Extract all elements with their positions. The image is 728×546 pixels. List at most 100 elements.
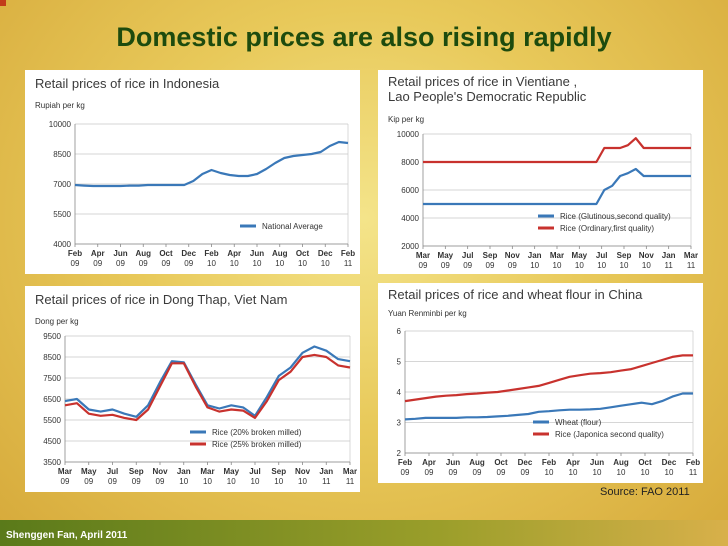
chart-vietnam: Retail prices of rice in Dong Thap, Viet… bbox=[35, 292, 357, 486]
x-tick-year: 09 bbox=[441, 261, 450, 270]
x-tick-year: 09 bbox=[425, 468, 434, 477]
chart-laos: Retail prices of rice in Vientiane ,Lao … bbox=[388, 74, 698, 270]
x-tick-month: Jul bbox=[462, 251, 474, 260]
x-tick-month: Mar bbox=[550, 251, 564, 260]
x-tick-month: Mar bbox=[58, 467, 72, 476]
y-tick-label: 5500 bbox=[43, 416, 61, 425]
series-line-2 bbox=[423, 137, 691, 164]
series-line-2 bbox=[404, 354, 693, 403]
x-tick-year: 10 bbox=[275, 259, 284, 268]
y-tick-label: 3500 bbox=[43, 458, 61, 467]
chart-panel-china: Retail prices of rice and wheat flour in… bbox=[378, 283, 703, 483]
legend-label: Rice (Japonica second quality) bbox=[555, 430, 664, 439]
x-tick-year: 11 bbox=[322, 477, 331, 486]
x-tick-month: Mar bbox=[416, 251, 430, 260]
x-tick-year: 11 bbox=[665, 261, 674, 270]
x-tick-year: 09 bbox=[508, 261, 517, 270]
x-tick-year: 09 bbox=[497, 468, 506, 477]
x-tick-month: Oct bbox=[296, 249, 310, 258]
x-tick-month: Feb bbox=[398, 458, 412, 467]
x-tick-year: 10 bbox=[620, 261, 629, 270]
y-tick-label: 7500 bbox=[43, 374, 61, 383]
x-tick-year: 09 bbox=[116, 259, 125, 268]
legend-label: Rice (Glutinous,second quality) bbox=[560, 212, 671, 221]
source-note: Source: FAO 2011 bbox=[600, 486, 690, 498]
series-line-1 bbox=[404, 392, 693, 421]
x-tick-year: 11 bbox=[344, 259, 353, 268]
x-tick-year: 10 bbox=[253, 259, 262, 268]
y-tick-label: 3 bbox=[397, 419, 402, 428]
x-tick-month: Jun bbox=[250, 249, 264, 258]
y-tick-label: 8500 bbox=[43, 353, 61, 362]
x-tick-month: Dec bbox=[318, 249, 333, 258]
x-tick-month: Nov bbox=[295, 467, 311, 476]
y-tick-label: 4 bbox=[397, 388, 402, 397]
x-tick-year: 10 bbox=[593, 468, 602, 477]
y-axis-unit-label: Dong per kg bbox=[35, 317, 79, 326]
x-tick-month: Jun bbox=[590, 458, 604, 467]
x-tick-year: 10 bbox=[203, 477, 212, 486]
x-tick-year: 09 bbox=[139, 259, 148, 268]
y-tick-label: 2 bbox=[397, 449, 402, 458]
series-line-2 bbox=[64, 353, 351, 422]
y-tick-label: 8000 bbox=[401, 158, 419, 167]
legend-label: Wheat (flour) bbox=[555, 418, 602, 427]
x-tick-year: 09 bbox=[473, 468, 482, 477]
chart-title: Retail prices of rice and wheat flour in… bbox=[388, 287, 643, 302]
x-tick-month: Sep bbox=[617, 251, 632, 260]
x-tick-month: Feb bbox=[341, 249, 355, 258]
x-tick-year: 10 bbox=[179, 477, 188, 486]
x-tick-month: Oct bbox=[159, 249, 173, 258]
x-tick-year: 09 bbox=[156, 477, 165, 486]
x-tick-month: Nov bbox=[639, 251, 655, 260]
y-axis-unit-label: Kip per kg bbox=[388, 115, 424, 124]
x-tick-year: 10 bbox=[569, 468, 578, 477]
x-tick-year: 11 bbox=[687, 261, 696, 270]
x-tick-month: Jan bbox=[319, 467, 333, 476]
x-tick-month: Jun bbox=[446, 458, 460, 467]
chart-panel-laos: Retail prices of rice in Vientiane , Lao … bbox=[378, 70, 703, 274]
x-tick-month: Mar bbox=[684, 251, 698, 260]
x-tick-year: 10 bbox=[321, 259, 330, 268]
slide-corner-mark bbox=[0, 0, 6, 6]
x-tick-year: 09 bbox=[521, 468, 530, 477]
x-tick-year: 10 bbox=[227, 477, 236, 486]
x-tick-month: Sep bbox=[483, 251, 498, 260]
x-tick-month: Feb bbox=[68, 249, 82, 258]
x-tick-month: Jun bbox=[113, 249, 127, 258]
x-tick-month: Oct bbox=[638, 458, 652, 467]
x-tick-year: 10 bbox=[641, 468, 650, 477]
x-tick-year: 09 bbox=[401, 468, 410, 477]
chart-panel-indonesia: Retail prices of rice in Indonesia Rupiah… bbox=[25, 70, 360, 274]
y-tick-label: 4000 bbox=[401, 214, 419, 223]
chart-indonesia: Retail prices of rice in Indonesia Rupiah… bbox=[35, 76, 355, 268]
footer-bar bbox=[0, 520, 728, 546]
y-tick-label: 8500 bbox=[53, 150, 71, 159]
x-tick-year: 09 bbox=[132, 477, 141, 486]
legend-label: Rice (Ordinary,first quality) bbox=[560, 224, 654, 233]
x-tick-year: 09 bbox=[419, 261, 428, 270]
x-tick-year: 10 bbox=[251, 477, 260, 486]
x-tick-month: Nov bbox=[152, 467, 168, 476]
y-axis-unit-label: Rupiah per kg bbox=[35, 101, 85, 110]
x-tick-year: 10 bbox=[545, 468, 554, 477]
y-tick-label: 10000 bbox=[49, 120, 72, 129]
x-tick-month: Feb bbox=[686, 458, 700, 467]
legend-label: Rice (20% broken milled) bbox=[212, 428, 302, 437]
chart-title: Retail prices of rice in Vientiane , bbox=[388, 74, 577, 89]
x-tick-month: Jan bbox=[662, 251, 676, 260]
x-tick-year: 11 bbox=[689, 468, 698, 477]
x-tick-month: Aug bbox=[135, 249, 151, 258]
x-tick-year: 09 bbox=[162, 259, 171, 268]
x-tick-month: Apr bbox=[91, 249, 105, 258]
x-tick-month: Jul bbox=[249, 467, 261, 476]
x-tick-month: May bbox=[81, 467, 97, 476]
x-tick-year: 10 bbox=[665, 468, 674, 477]
y-tick-label: 10000 bbox=[397, 130, 420, 139]
x-tick-month: Aug bbox=[272, 249, 288, 258]
x-tick-year: 09 bbox=[61, 477, 70, 486]
legend-label: National Average bbox=[262, 222, 323, 231]
x-tick-year: 10 bbox=[207, 259, 216, 268]
series-line-1 bbox=[74, 140, 349, 188]
chart-china: Retail prices of rice and wheat flour in… bbox=[388, 287, 700, 477]
